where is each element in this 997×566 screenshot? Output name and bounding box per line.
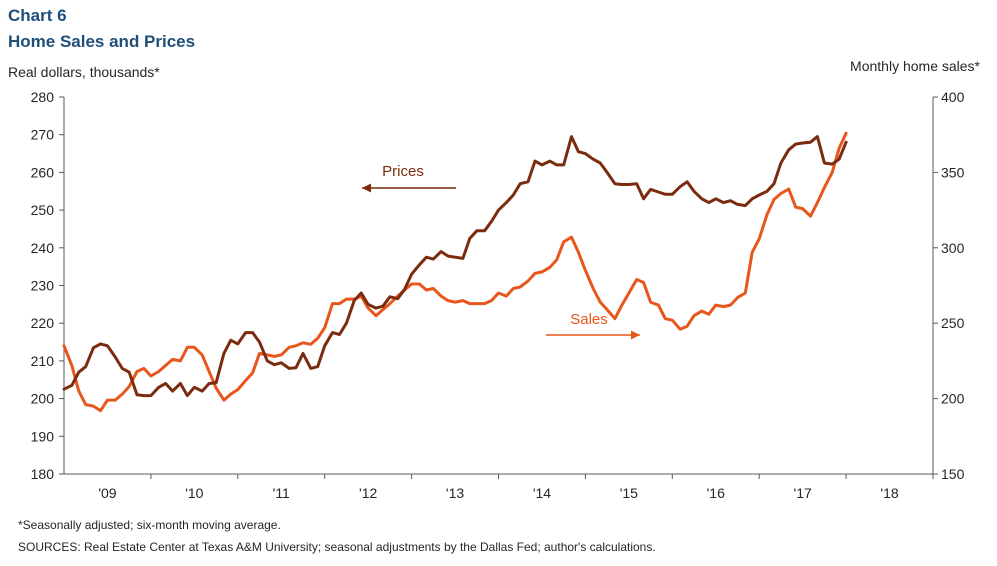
right-axis-title: Monthly home sales* xyxy=(850,58,980,74)
right-tick-label: 150 xyxy=(941,466,965,482)
chart-title: Home Sales and Prices xyxy=(8,32,196,51)
left-axis-title: Real dollars, thousands* xyxy=(8,64,160,80)
right-tick-label: 200 xyxy=(941,391,965,407)
left-tick-label: 270 xyxy=(31,127,55,143)
x-tick-label: '17 xyxy=(794,485,812,501)
right-tick-label: 400 xyxy=(941,89,965,105)
left-tick-label: 180 xyxy=(31,466,55,482)
prices-annotation-label: Prices xyxy=(382,163,424,180)
series-line-prices xyxy=(62,135,848,398)
left-tick-label: 190 xyxy=(31,428,55,444)
left-tick-label: 260 xyxy=(31,164,55,180)
left-tick-label: 280 xyxy=(31,89,55,105)
x-tick-label: '09 xyxy=(98,485,116,501)
left-tick-label: 200 xyxy=(31,391,55,407)
chart-number: Chart 6 xyxy=(8,6,67,25)
x-tick-label: '13 xyxy=(446,485,464,501)
x-tick-label: '14 xyxy=(533,485,551,501)
left-tick-label: 220 xyxy=(31,315,55,331)
sources-note: SOURCES: Real Estate Center at Texas A&M… xyxy=(18,540,656,554)
right-tick-label: 350 xyxy=(941,164,965,180)
left-tick-label: 250 xyxy=(31,202,55,218)
left-tick-label: 240 xyxy=(31,240,55,256)
x-tick-label: '10 xyxy=(185,485,203,501)
sales-annotation-label: Sales xyxy=(570,311,608,328)
right-tick-label: 300 xyxy=(941,240,965,256)
footnote: *Seasonally adjusted; six-month moving a… xyxy=(18,518,281,532)
left-tick-label: 210 xyxy=(31,353,55,369)
x-tick-label: '11 xyxy=(273,485,290,501)
x-tick-label: '18 xyxy=(880,485,898,501)
series-line-sales xyxy=(62,131,848,413)
right-tick-label: 250 xyxy=(941,315,965,331)
left-tick-label: 230 xyxy=(31,278,55,294)
x-tick-label: '16 xyxy=(707,485,725,501)
x-tick-label: '12 xyxy=(359,485,377,501)
x-tick-label: '15 xyxy=(620,485,638,501)
